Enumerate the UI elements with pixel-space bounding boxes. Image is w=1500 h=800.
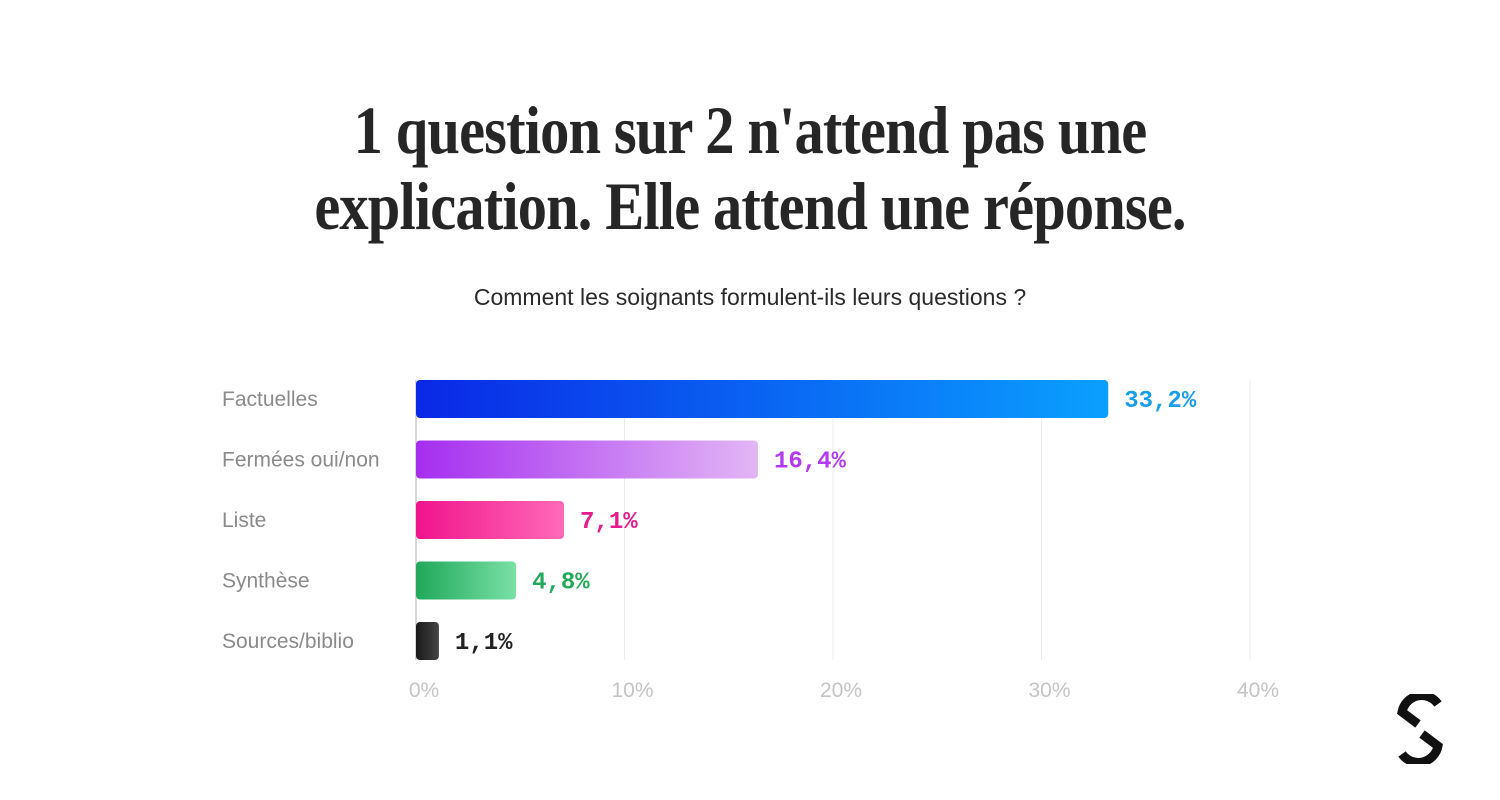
bar-3 bbox=[416, 561, 517, 600]
bar-1 bbox=[416, 440, 758, 479]
category-label: Liste bbox=[222, 509, 266, 532]
category-label: Fermées oui/non bbox=[222, 449, 380, 472]
value-label: 33,2% bbox=[1124, 388, 1197, 415]
page-title: 1 question sur 2 n'attend pas une explic… bbox=[105, 92, 1395, 244]
x-tick-label: 0% bbox=[409, 679, 439, 702]
bar-0 bbox=[416, 380, 1109, 418]
brand-logo-icon bbox=[1397, 694, 1443, 764]
category-label: Factuelles bbox=[222, 388, 318, 411]
x-tick-label: 20% bbox=[820, 679, 862, 702]
bar-2 bbox=[416, 501, 565, 539]
x-tick-label: 40% bbox=[1237, 679, 1279, 702]
bars bbox=[416, 380, 1109, 660]
chart-subtitle: Comment les soignants formulent-ils leur… bbox=[473, 284, 1027, 310]
title-line-1: 1 question sur 2 n'attend pas une bbox=[353, 92, 1148, 168]
x-tick-label: 10% bbox=[611, 679, 653, 702]
category-label: Sources/biblio bbox=[222, 630, 354, 653]
value-label: 7,1% bbox=[580, 509, 638, 536]
bar-4 bbox=[416, 622, 439, 660]
x-tick-label: 30% bbox=[1028, 679, 1070, 702]
title-line-2: explication. Elle attend une réponse. bbox=[314, 168, 1186, 244]
value-label: 16,4% bbox=[774, 449, 847, 476]
labels: 0% 10% 20% 30% 40% Factuelles 33,2% Fermées oui… bbox=[222, 388, 1279, 702]
value-label: 1,1% bbox=[455, 630, 513, 657]
value-label: 4,8% bbox=[532, 570, 590, 597]
category-label: Synthèse bbox=[222, 570, 310, 593]
